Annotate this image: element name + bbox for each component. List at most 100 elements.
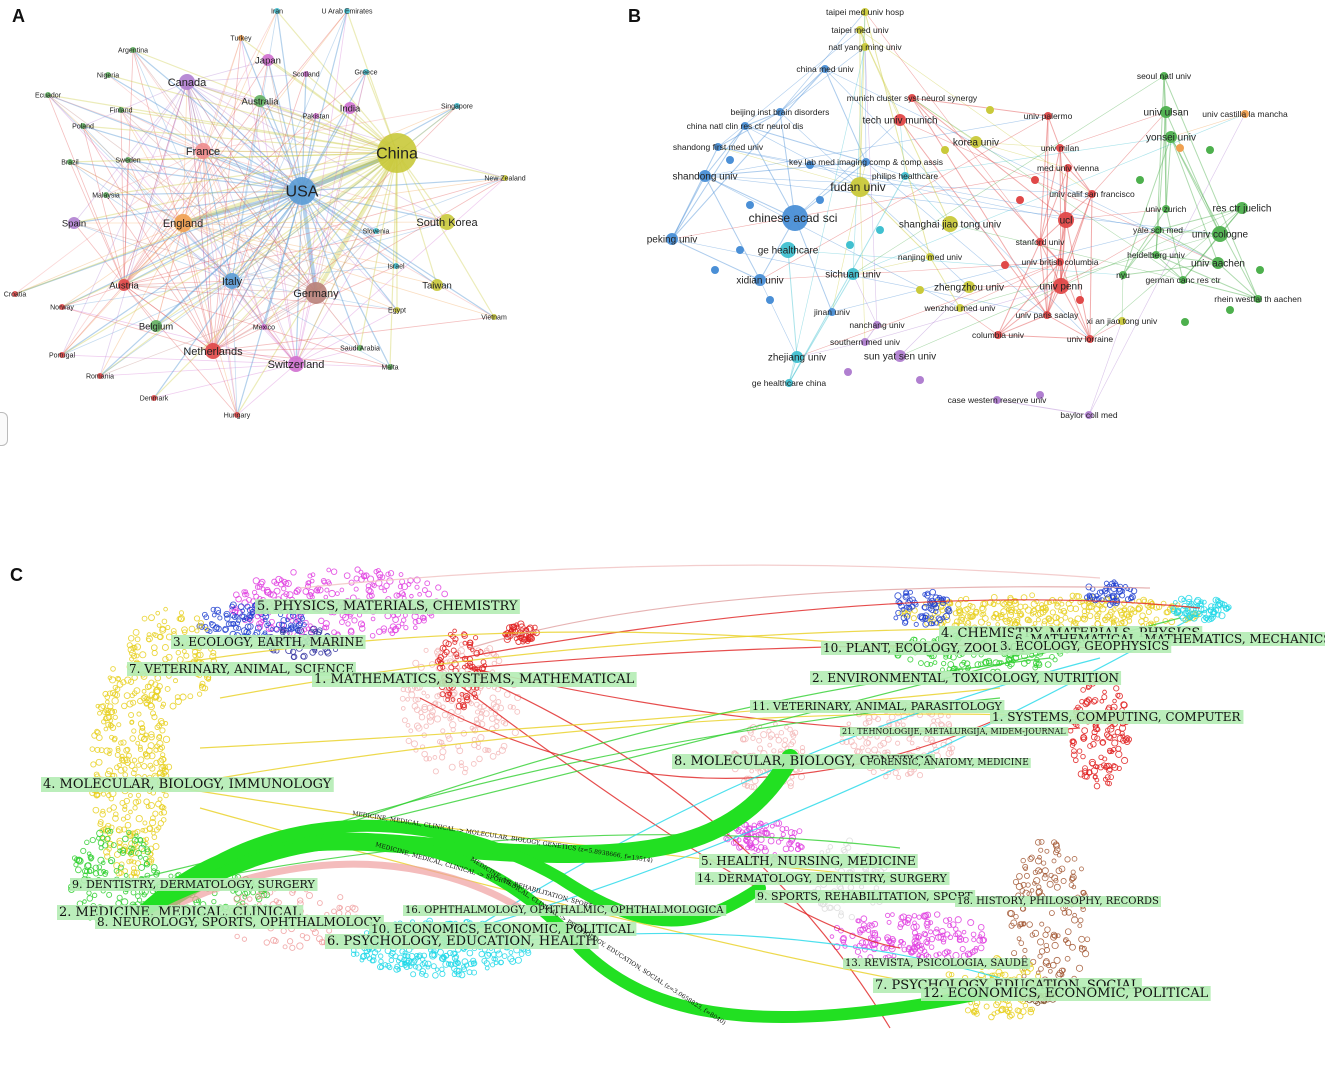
institution-node-minor[interactable] — [711, 266, 719, 274]
country-node[interactable] — [59, 304, 65, 310]
institution-node-minor[interactable] — [1206, 146, 1214, 154]
country-node[interactable] — [262, 54, 274, 66]
institution-node[interactable] — [791, 351, 803, 363]
country-node[interactable] — [394, 307, 400, 313]
institution-node[interactable] — [963, 281, 975, 293]
institution-node[interactable] — [821, 65, 829, 73]
country-node[interactable] — [224, 273, 240, 289]
country-node[interactable] — [377, 133, 417, 173]
institution-node[interactable] — [1064, 164, 1072, 172]
institution-node[interactable] — [699, 170, 711, 182]
country-node[interactable] — [439, 214, 455, 230]
institution-node-minor[interactable] — [846, 241, 854, 249]
institution-node[interactable] — [993, 396, 1001, 404]
country-node[interactable] — [387, 364, 393, 370]
country-node[interactable] — [357, 345, 363, 351]
institution-node[interactable] — [861, 338, 869, 346]
institution-node[interactable] — [780, 242, 796, 258]
institution-node-minor[interactable] — [1176, 144, 1184, 152]
institution-node[interactable] — [1043, 311, 1051, 319]
institution-node[interactable] — [785, 379, 793, 387]
country-node[interactable] — [59, 352, 65, 358]
institution-node[interactable] — [1241, 110, 1249, 118]
institution-node[interactable] — [894, 350, 906, 362]
institution-node[interactable] — [1179, 276, 1187, 284]
institution-node[interactable] — [1160, 72, 1168, 80]
institution-node[interactable] — [776, 108, 784, 116]
country-node[interactable] — [313, 113, 319, 119]
country-node[interactable] — [254, 95, 266, 107]
institution-node[interactable] — [1088, 190, 1096, 198]
country-node[interactable] — [363, 69, 369, 75]
institution-node-minor[interactable] — [806, 161, 814, 169]
country-node[interactable] — [393, 263, 399, 269]
country-node[interactable] — [45, 92, 51, 98]
country-node[interactable] — [118, 279, 130, 291]
country-node[interactable] — [205, 343, 221, 359]
institution-node[interactable] — [1212, 226, 1228, 242]
country-node[interactable] — [431, 279, 443, 291]
institution-node-minor[interactable] — [1226, 306, 1234, 314]
institution-node[interactable] — [861, 8, 869, 16]
institution-node[interactable] — [994, 331, 1002, 339]
institution-node[interactable] — [1118, 317, 1126, 325]
institution-node[interactable] — [1119, 271, 1127, 279]
institution-node-minor[interactable] — [1031, 176, 1039, 184]
institution-node-minor[interactable] — [1136, 176, 1144, 184]
institution-node[interactable] — [856, 26, 864, 34]
institution-node[interactable] — [1056, 144, 1064, 152]
institution-node-minor[interactable] — [1256, 266, 1264, 274]
side-tab-handle[interactable] — [0, 412, 8, 446]
institution-node[interactable] — [1036, 238, 1044, 246]
country-node[interactable] — [118, 107, 124, 113]
country-node[interactable] — [261, 324, 267, 330]
institution-node-minor[interactable] — [844, 368, 852, 376]
institution-node[interactable] — [1053, 278, 1069, 294]
institution-node[interactable] — [1058, 212, 1074, 228]
country-node[interactable] — [130, 47, 136, 53]
institution-node[interactable] — [1056, 258, 1064, 266]
country-node[interactable] — [303, 71, 309, 77]
institution-node-minor[interactable] — [1181, 318, 1189, 326]
institution-node[interactable] — [956, 304, 964, 312]
country-node[interactable] — [305, 282, 327, 304]
institution-node[interactable] — [754, 274, 766, 286]
country-node[interactable] — [195, 143, 211, 159]
institution-node[interactable] — [1160, 106, 1172, 118]
country-node[interactable] — [105, 72, 111, 78]
institution-node[interactable] — [873, 321, 881, 329]
country-node[interactable] — [234, 412, 240, 418]
institution-node-minor[interactable] — [726, 156, 734, 164]
institution-node-minor[interactable] — [816, 196, 824, 204]
country-node[interactable] — [454, 103, 460, 109]
country-node[interactable] — [502, 175, 508, 181]
country-node[interactable] — [491, 314, 497, 320]
institution-node-minor[interactable] — [1076, 296, 1084, 304]
institution-node[interactable] — [666, 233, 678, 245]
country-node[interactable] — [238, 35, 244, 41]
institution-node[interactable] — [850, 177, 870, 197]
country-node[interactable] — [125, 157, 131, 163]
country-node[interactable] — [103, 192, 109, 198]
institution-node[interactable] — [1152, 251, 1160, 259]
institution-node[interactable] — [847, 268, 859, 280]
country-node[interactable] — [150, 320, 162, 332]
country-node[interactable] — [80, 123, 86, 129]
institution-node-minor[interactable] — [876, 226, 884, 234]
country-node[interactable] — [344, 8, 350, 14]
institution-node-minor[interactable] — [916, 376, 924, 384]
institution-node[interactable] — [1212, 257, 1224, 269]
institution-node[interactable] — [1162, 205, 1170, 213]
institution-node-minor[interactable] — [1036, 391, 1044, 399]
institution-node[interactable] — [1086, 335, 1094, 343]
country-node[interactable] — [179, 74, 195, 90]
institution-node[interactable] — [970, 136, 982, 148]
institution-node[interactable] — [908, 94, 916, 102]
country-node[interactable] — [274, 8, 280, 14]
institution-node[interactable] — [1085, 411, 1093, 419]
institution-node-minor[interactable] — [736, 246, 744, 254]
institution-node-minor[interactable] — [746, 201, 754, 209]
institution-node[interactable] — [741, 122, 749, 130]
institution-node-minor[interactable] — [766, 296, 774, 304]
institution-node[interactable] — [926, 253, 934, 261]
